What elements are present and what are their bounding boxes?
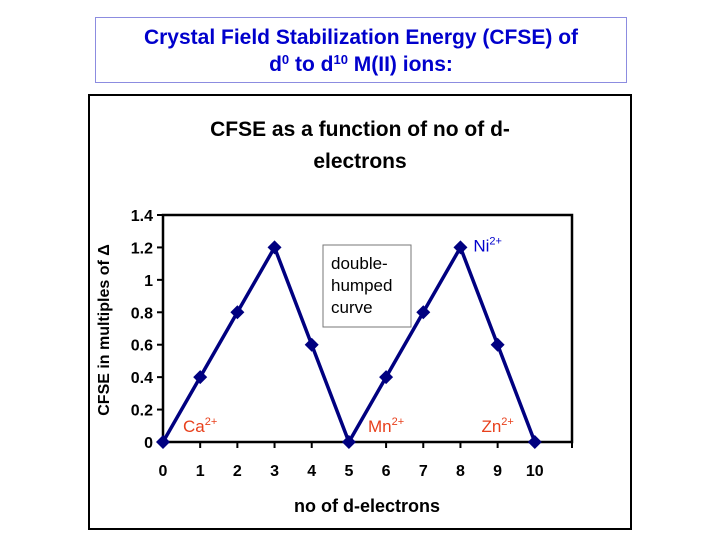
data-point	[416, 305, 431, 320]
x-tick-label: 2	[233, 463, 242, 480]
data-point	[341, 435, 356, 449]
textbox-line: double-	[331, 254, 388, 273]
data-point	[490, 337, 505, 352]
annotation-textbox	[322, 244, 412, 328]
data-point	[267, 240, 282, 255]
slide-title: Crystal Field Stabilization Energy (CFSE…	[95, 17, 627, 83]
chart-title-line: CFSE as a function of no of d-	[210, 118, 510, 141]
chart-frame	[88, 94, 632, 530]
textbox-line: humped	[331, 276, 392, 295]
data-point	[379, 370, 394, 385]
data-point	[453, 240, 468, 255]
slide-title-line1: Crystal Field Stabilization Energy (CFSE…	[143, 26, 579, 49]
x-tick-label: 4	[307, 463, 316, 480]
x-tick-label: 7	[419, 463, 428, 480]
ion-label-ca: Ca2+	[183, 416, 217, 436]
y-tick-label: 0.2	[131, 403, 153, 420]
chart-title-line: electrons	[313, 150, 406, 173]
data-point	[193, 370, 208, 385]
data-point	[230, 305, 245, 320]
y-tick-label: 0.6	[131, 338, 153, 355]
x-tick-label: 1	[196, 463, 205, 480]
textbox-line: curve	[331, 298, 373, 317]
data-point	[156, 435, 170, 449]
ion-label-zn: Zn2+	[481, 416, 513, 436]
ion-label-mn: Mn2+	[368, 416, 404, 436]
ion-label-ni: Ni2+	[473, 235, 502, 255]
x-tick-label: 3	[270, 463, 279, 480]
y-tick-label: 0.8	[131, 305, 153, 322]
y-tick-label: 1.4	[131, 208, 153, 225]
x-tick-label: 8	[456, 463, 465, 480]
y-axis-label: CFSE in multiples of Δ	[96, 244, 113, 416]
x-tick-label: 6	[382, 463, 391, 480]
plot-area	[161, 213, 574, 444]
y-tick-label: 0	[144, 435, 153, 452]
x-tick-label: 0	[159, 463, 168, 480]
x-axis-label: no of d-electrons	[294, 496, 440, 516]
x-tick-label: 9	[493, 463, 502, 480]
y-tick-label: 1.2	[131, 240, 153, 257]
y-tick-label: 1	[144, 273, 153, 290]
data-point	[304, 337, 319, 352]
y-tick-label: 0.4	[131, 370, 153, 387]
data-point	[527, 435, 542, 449]
x-tick-label: 5	[344, 463, 353, 480]
x-tick-label: 10	[526, 463, 544, 480]
slide-title-line2: d0 to d10 M(II) ions:	[269, 52, 453, 76]
